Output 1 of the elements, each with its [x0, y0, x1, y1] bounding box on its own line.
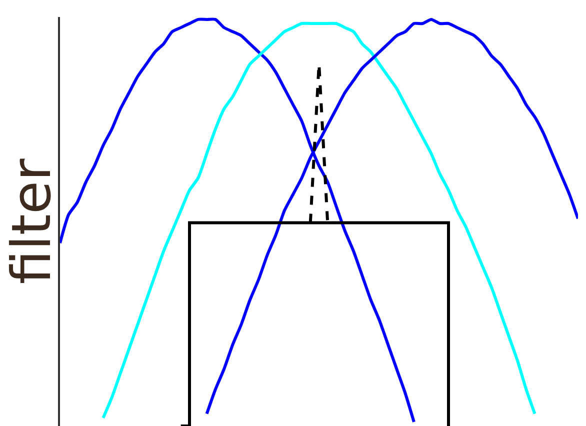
- y-axis-title: filter: [0, 158, 63, 284]
